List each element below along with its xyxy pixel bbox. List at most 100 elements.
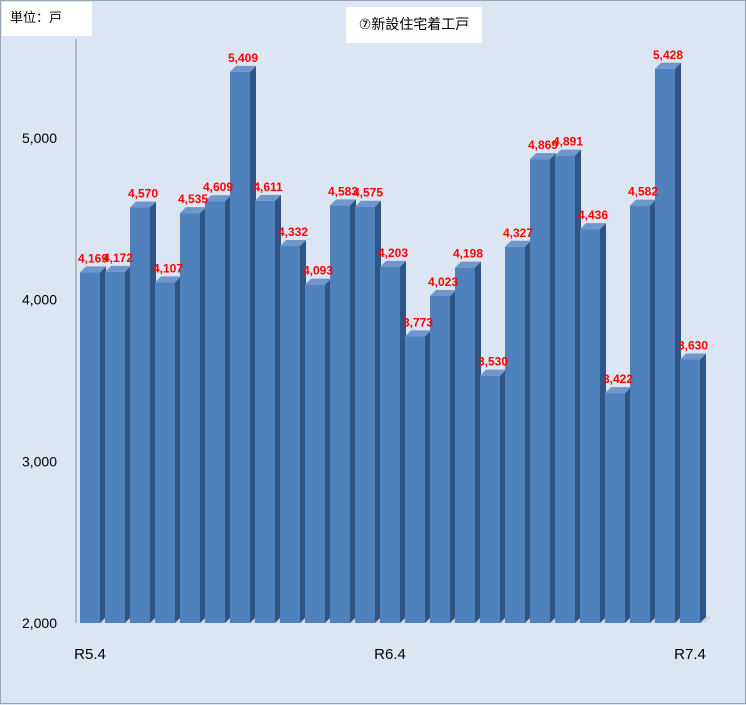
bar-side: [475, 261, 481, 623]
data-label: 4,198: [453, 247, 483, 261]
bar-top: [305, 278, 331, 285]
data-label: 4,203: [378, 246, 408, 260]
bar-top: [430, 289, 456, 296]
bar-top: [555, 149, 581, 156]
bar-side: [325, 278, 331, 623]
bar: [205, 195, 231, 623]
bar-front: [280, 245, 300, 623]
bar-side: [600, 223, 606, 623]
bar-top: [255, 194, 281, 201]
bar-side: [575, 149, 581, 623]
data-label: 3,422: [603, 372, 633, 386]
bar-side: [350, 199, 356, 624]
bar: [680, 353, 706, 623]
bar-front: [380, 266, 400, 623]
bar-front: [480, 375, 500, 623]
bar-front: [630, 205, 650, 623]
bar-side: [500, 369, 506, 623]
bar-front: [655, 68, 675, 624]
bar-top: [605, 387, 631, 394]
bar-top: [155, 276, 181, 283]
bar: [280, 239, 306, 623]
bar-front: [505, 246, 525, 623]
data-label: 4,535: [178, 192, 208, 206]
bar: [630, 199, 656, 623]
bar-side: [375, 200, 381, 624]
bar: [555, 149, 581, 623]
bar-side: [175, 276, 181, 623]
bar-top: [680, 353, 706, 360]
bar-front: [130, 207, 150, 623]
bar-side: [625, 387, 631, 623]
bar-front: [255, 200, 275, 623]
bar-side: [250, 65, 256, 623]
bar-top: [80, 266, 106, 273]
bar: [430, 289, 456, 623]
bar-top: [505, 240, 531, 247]
unit-label: 単位：戸: [2, 2, 92, 36]
bar-side: [550, 153, 556, 623]
bar-side: [525, 240, 531, 623]
bar: [455, 261, 481, 623]
bar-side: [125, 265, 131, 623]
data-label: 3,530: [478, 355, 508, 369]
bar-side: [400, 260, 406, 623]
bar-side: [225, 195, 231, 623]
data-label: 4,172: [103, 251, 133, 265]
bar: [330, 199, 356, 624]
bar-front: [580, 229, 600, 623]
bar: [230, 65, 256, 623]
bar: [130, 201, 156, 623]
x-tick-label: R7.4: [674, 646, 706, 663]
bar-side: [450, 289, 456, 623]
bar-top: [530, 153, 556, 160]
bar: [180, 207, 206, 624]
bar-top: [455, 261, 481, 268]
bar-top: [205, 195, 231, 202]
data-label: 4,327: [503, 226, 533, 240]
data-label: 4,023: [428, 275, 458, 289]
data-label: 4,169: [78, 251, 108, 265]
data-label: 4,869: [528, 138, 558, 152]
bar-top: [130, 201, 156, 208]
chart-title: ⑦新設住宅着工戸: [346, 7, 482, 43]
bar: [355, 200, 381, 624]
bar: [505, 240, 531, 623]
data-label: 4,093: [303, 264, 333, 278]
bar-front: [180, 213, 200, 624]
bar: [580, 223, 606, 623]
bar: [480, 369, 506, 623]
bar-front: [155, 282, 175, 623]
bar-front: [405, 336, 425, 623]
bar-front: [230, 71, 250, 623]
bar: [530, 153, 556, 623]
bar-front: [455, 267, 475, 623]
data-label: 3,630: [678, 338, 708, 352]
y-tick-label: 3,000: [22, 453, 57, 469]
bar-front: [430, 295, 450, 623]
bar-side: [275, 194, 281, 623]
data-label: 5,428: [653, 48, 683, 62]
bar-front: [355, 206, 375, 624]
data-label: 4,575: [353, 186, 383, 200]
bar-side: [200, 207, 206, 624]
data-label: 4,891: [553, 135, 583, 149]
data-label: 4,107: [153, 261, 183, 275]
bar: [380, 260, 406, 623]
bar-top: [380, 260, 406, 267]
bar: [105, 265, 131, 623]
bar-top: [280, 239, 306, 246]
bar-front: [530, 159, 550, 623]
data-label: 4,436: [578, 208, 608, 222]
bar-side: [425, 330, 431, 623]
data-label: 4,582: [628, 185, 658, 199]
bar: [305, 278, 331, 623]
x-axis-ticks: R5.4 R6.4 R7.4: [74, 646, 706, 663]
bar-top: [405, 330, 431, 337]
bar-top: [480, 369, 506, 376]
bar-top: [580, 223, 606, 230]
x-tick-label: R5.4: [74, 646, 106, 663]
bar: [255, 194, 281, 623]
